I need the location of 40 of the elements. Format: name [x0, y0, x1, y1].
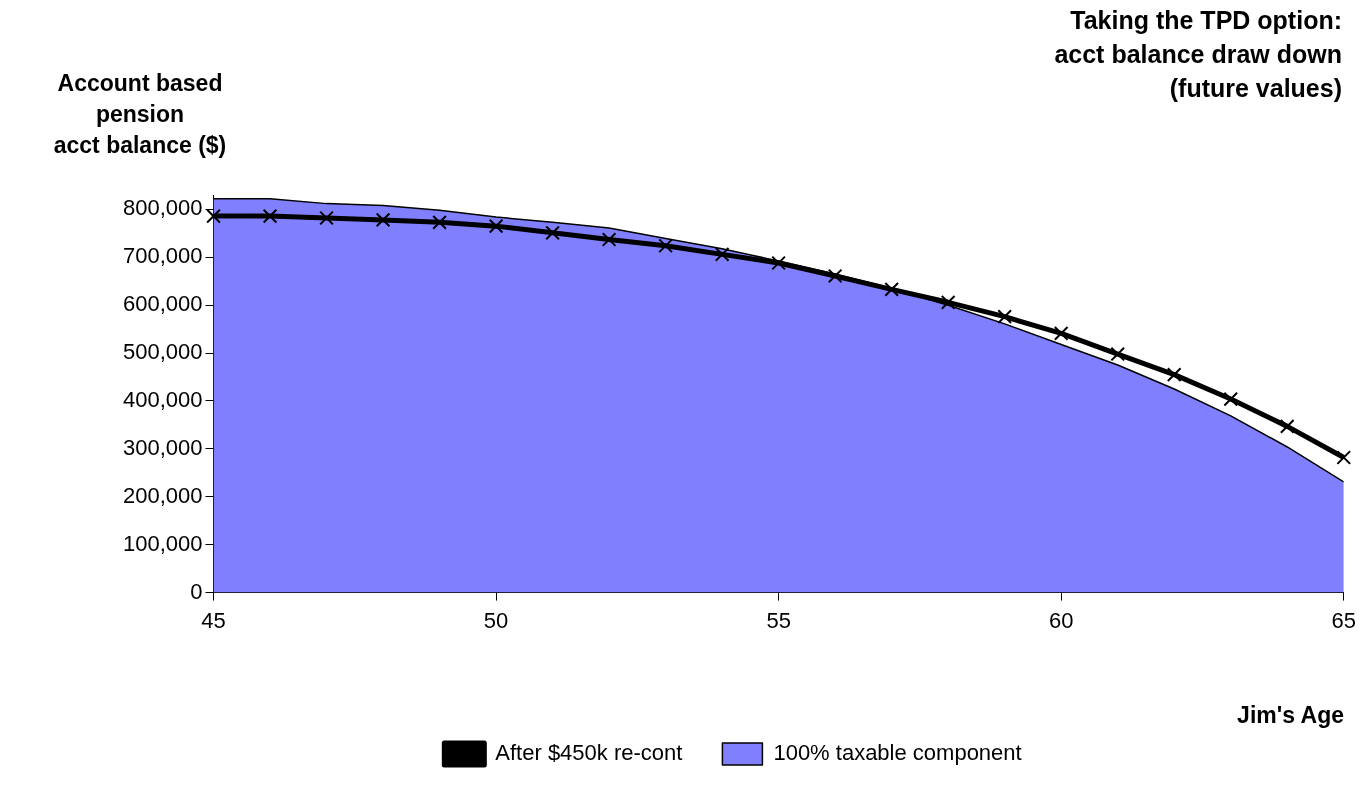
y-tick-label: 800,000: [122, 195, 203, 221]
chart-title: Taking the TPD option: acct balance draw down (future values): [1054, 5, 1342, 104]
point: [997, 309, 1013, 325]
point: [1336, 450, 1352, 465]
point: [375, 212, 391, 228]
point: [771, 255, 787, 271]
point: [319, 210, 334, 226]
point: [658, 238, 673, 254]
point: [714, 247, 730, 262]
point: [262, 208, 278, 224]
point: [206, 208, 221, 224]
x-tick-label: 65: [1331, 607, 1357, 633]
y-axis-title: Account based pension acct balance ($): [52, 69, 228, 161]
point: [432, 214, 447, 230]
point: [1110, 346, 1126, 362]
point: [1223, 391, 1239, 407]
point: [1166, 367, 1182, 382]
point: [601, 232, 617, 247]
x-tick-label: 45: [201, 607, 226, 633]
x-tick-label: 50: [483, 607, 509, 633]
y-tick-label: 400,000: [122, 387, 203, 413]
point: [940, 294, 956, 310]
y-tick-label: 600,000: [122, 291, 203, 317]
x-axis-title: Jim's Age: [1237, 701, 1344, 730]
x-tick-label: 55: [766, 607, 791, 633]
y-tick-label: 300,000: [122, 434, 203, 460]
point: [545, 225, 560, 241]
y-tick-label: 500,000: [122, 339, 203, 365]
point: [827, 268, 843, 284]
y-tick-label: 0: [190, 578, 203, 604]
y-tick-label: 200,000: [122, 482, 203, 508]
x-tick-label: 60: [1048, 607, 1074, 633]
point: [488, 218, 504, 234]
point: [884, 282, 900, 297]
point: [1279, 419, 1295, 434]
y-tick-label: 700,000: [122, 243, 203, 269]
legend-label: 100% taxable component: [773, 740, 1022, 766]
legend-label: After $450k re-cont: [495, 740, 683, 766]
point: [1053, 326, 1069, 341]
y-tick-label: 100,000: [122, 530, 203, 556]
